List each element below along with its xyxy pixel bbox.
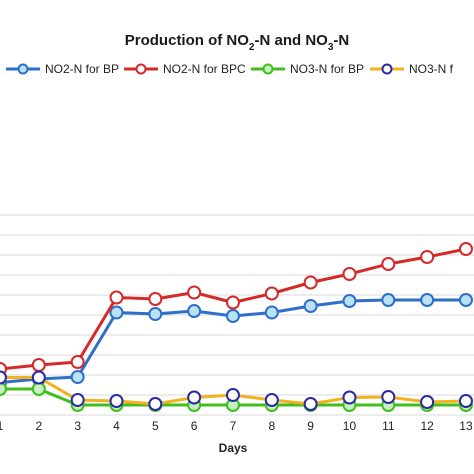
data-point [381,293,396,307]
data-point [342,294,357,308]
legend-label: NO2-N for BPC [163,62,246,76]
x-tick-label: 3 [74,419,81,433]
data-point [458,242,473,256]
x-tick-label: 12 [420,419,434,433]
data-point [225,309,240,323]
data-point [70,393,85,407]
data-point [303,397,318,411]
legend-item-4: NO3-N f [370,62,454,76]
legend-item-2: NO2-N for BPC [124,62,246,76]
data-point [31,370,46,385]
data-point [225,388,240,402]
data-point [148,397,163,411]
x-tick-label: 8 [268,419,275,433]
data-point [70,370,85,384]
legend-swatch-marker [135,63,147,75]
x-tick-label: 4 [113,419,120,433]
title-part-2: -N and NO [254,32,328,49]
data-point [264,305,279,320]
x-tick-label: 11 [382,419,395,433]
data-point [31,358,46,372]
title-part-3: -N [333,32,349,49]
data-point [187,304,202,318]
data-point [187,390,202,405]
data-point [342,390,357,405]
data-point [70,355,85,369]
legend-swatch-marker [262,63,274,75]
data-point [109,394,124,408]
legend-label: NO3-N for BP [290,62,364,76]
data-point [225,295,240,310]
series-4 [0,370,473,411]
x-axis-title: Days [219,441,248,455]
legend-swatch-marker [17,63,29,75]
data-point [420,250,435,264]
series-2 [0,242,473,376]
data-point [187,285,202,300]
data-point [264,393,279,407]
x-tick-label: 13 [459,419,473,433]
data-point [420,293,435,307]
x-tick-label: 2 [35,419,42,433]
title-part-1: Production of NO [125,32,249,49]
legend-item-1: NO2-N for BP [6,62,119,76]
x-tick-label: 10 [343,419,357,433]
data-point [420,395,435,409]
data-point [148,292,163,306]
legend-label: NO3-N f [409,62,454,76]
data-point [0,382,7,396]
data-point [0,370,7,385]
legend: NO2-N for BP NO2-N for BPC NO3-N for BP NO3… [6,62,454,76]
data-point [342,267,357,281]
title-subscript-1: 2 [249,42,255,53]
x-tick-label: 6 [191,419,198,433]
data-point [458,293,473,307]
legend-label: NO2-N for BP [45,62,119,76]
data-point [109,290,124,305]
legend-item-3: NO3-N for BP [251,62,364,76]
series-group [0,242,473,412]
data-point [31,382,46,396]
x-tick-label: 7 [230,419,237,433]
data-point [303,275,318,290]
x-axis-ticks: 12345678910111213 [0,419,473,433]
data-point [109,305,124,320]
title-subscript-2: 3 [328,42,334,53]
legend-swatch-marker [381,63,393,75]
x-tick-label: 9 [307,419,314,433]
chart-title: Production of NO2-N and NO3-N [125,32,349,53]
data-point [458,394,473,408]
x-tick-label: 1 [0,419,4,433]
data-point [381,390,396,404]
data-point [264,286,279,301]
x-tick-label: 5 [152,419,159,433]
data-point [148,307,163,321]
data-point [381,257,396,271]
data-point [303,299,318,313]
